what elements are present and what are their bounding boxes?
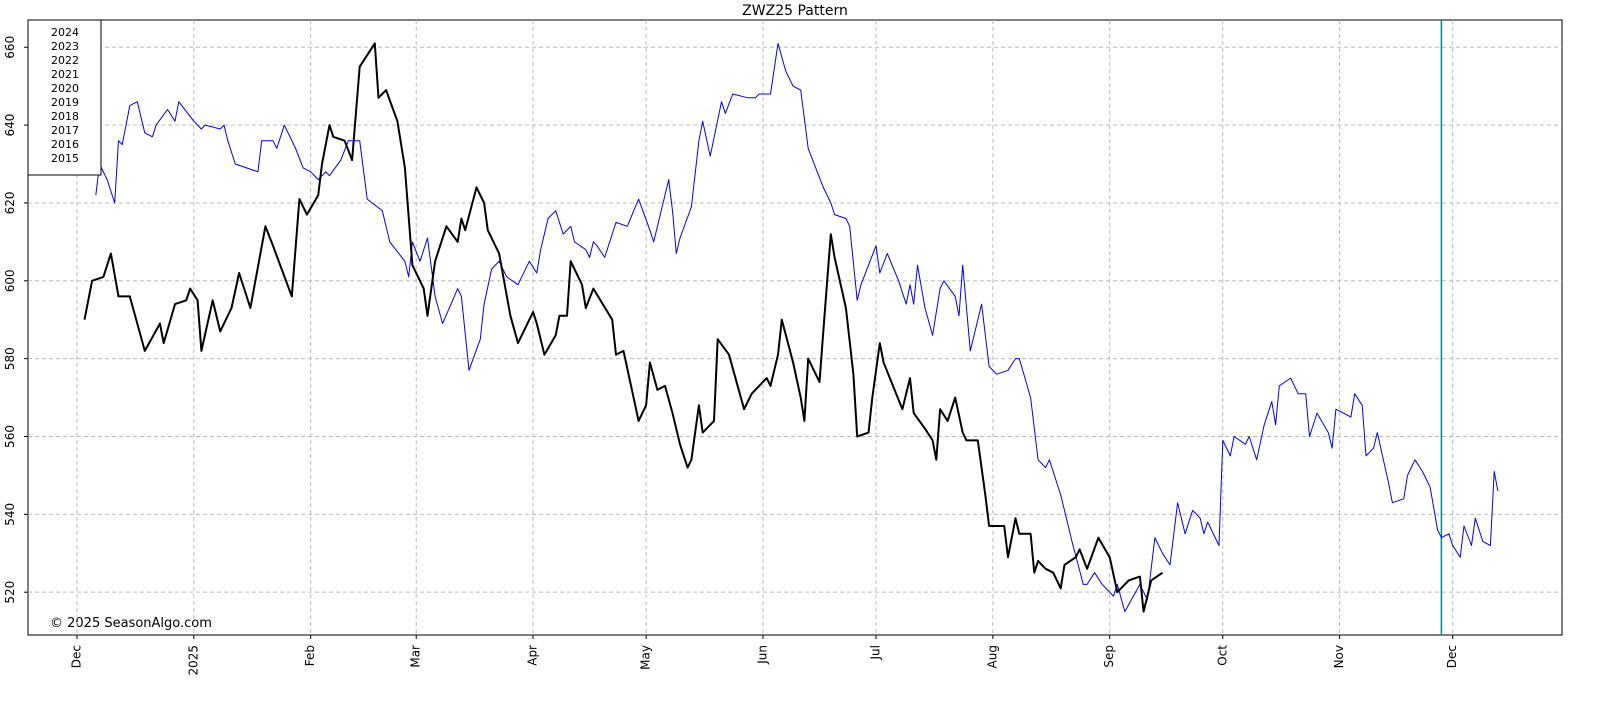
watermark: © 2025 SeasonAlgo.com xyxy=(50,616,212,631)
y-tick-label: 620 xyxy=(3,191,17,214)
legend-label: 2017 xyxy=(51,124,79,137)
plot-frame xyxy=(27,19,1563,636)
legend-label: 2020 xyxy=(51,82,79,95)
y-tick-label: 560 xyxy=(3,425,17,448)
legend-label: 2016 xyxy=(51,138,79,151)
legend-label: 2023 xyxy=(51,40,79,53)
x-tick-label: Oct xyxy=(1215,645,1229,666)
x-tick-label: Apr xyxy=(526,645,540,666)
x-tick-label: 2025 xyxy=(186,645,200,676)
x-tick-label: Dec xyxy=(1445,645,1459,668)
legend-box xyxy=(27,19,102,176)
x-tick-label: Nov xyxy=(1332,645,1346,668)
legend-label: 2021 xyxy=(51,68,79,81)
legend-label: 2018 xyxy=(51,110,79,123)
series-line xyxy=(95,42,1499,613)
legend-label: 2015 xyxy=(51,152,79,165)
grid-layer xyxy=(28,20,1562,635)
x-tick-label: Feb xyxy=(303,645,317,666)
y-tick-label: 660 xyxy=(3,36,17,59)
x-tick-label: Jul xyxy=(869,645,883,660)
y-tick-label: 580 xyxy=(3,347,17,370)
legend-label: 2022 xyxy=(51,54,79,67)
x-tick-label: Mar xyxy=(409,645,423,668)
x-tick-label: Aug xyxy=(985,645,999,668)
y-tick-label: 640 xyxy=(3,114,17,137)
y-tick-label: 600 xyxy=(3,269,17,292)
y-tick-label: 540 xyxy=(3,503,17,526)
x-tick-label: Sep xyxy=(1102,645,1116,668)
x-tick-label: May xyxy=(639,645,653,670)
x-tick-label: Jun xyxy=(755,645,769,665)
legend-label: 2024 xyxy=(51,26,79,39)
chart-title: ZWZ25 Pattern xyxy=(742,3,848,19)
legend-label: 2019 xyxy=(51,96,79,109)
y-tick-label: 520 xyxy=(3,581,17,604)
series-line xyxy=(83,42,1164,613)
x-tick-label: Dec xyxy=(69,645,83,668)
